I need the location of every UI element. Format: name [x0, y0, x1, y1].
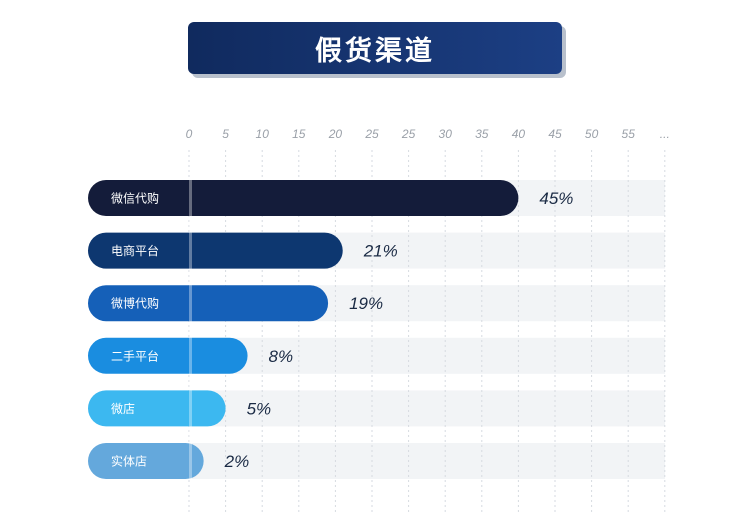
category-label: 二手平台 [111, 348, 159, 363]
category-label: 微信代购 [111, 191, 159, 206]
bar [88, 232, 343, 269]
bar [88, 443, 204, 479]
value-label: 8% [269, 347, 294, 366]
x-tick-label: 15 [292, 127, 306, 141]
x-tick-label: 25 [364, 127, 379, 141]
x-tick-label: 35 [475, 127, 489, 141]
x-tick-label: 45 [548, 127, 562, 141]
bar [88, 390, 226, 427]
value-label: 2% [224, 452, 250, 471]
x-tick-label: 30 [439, 127, 453, 141]
category-label: 电商平台 [111, 243, 159, 258]
x-tick-label: 10 [256, 127, 270, 141]
bar [88, 337, 248, 374]
row-track [189, 337, 665, 374]
x-tick-label: 20 [328, 127, 343, 141]
value-label: 21% [363, 242, 398, 261]
x-tick-label: 25 [401, 127, 416, 141]
x-tick-label: 40 [512, 127, 526, 141]
row-track [189, 443, 665, 479]
x-tick-label: ... [660, 127, 670, 141]
value-label: 19% [349, 294, 383, 313]
category-label: 微店 [111, 402, 135, 416]
row-track [189, 390, 665, 427]
value-label: 45% [539, 189, 573, 208]
category-label: 微博代购 [111, 296, 159, 311]
x-tick-label: 0 [186, 127, 193, 141]
x-tick-label: 50 [585, 127, 599, 141]
chart-title: 假货渠道 [315, 35, 435, 67]
bar [88, 180, 519, 216]
bar [88, 285, 329, 322]
category-label: 实体店 [111, 454, 147, 469]
axis-origin-line [189, 180, 192, 479]
x-tick-label: 55 [622, 127, 636, 141]
value-label: 5% [247, 399, 272, 418]
x-tick-label: 5 [222, 127, 229, 141]
chart-title-banner: 假货渠道 [188, 22, 562, 74]
